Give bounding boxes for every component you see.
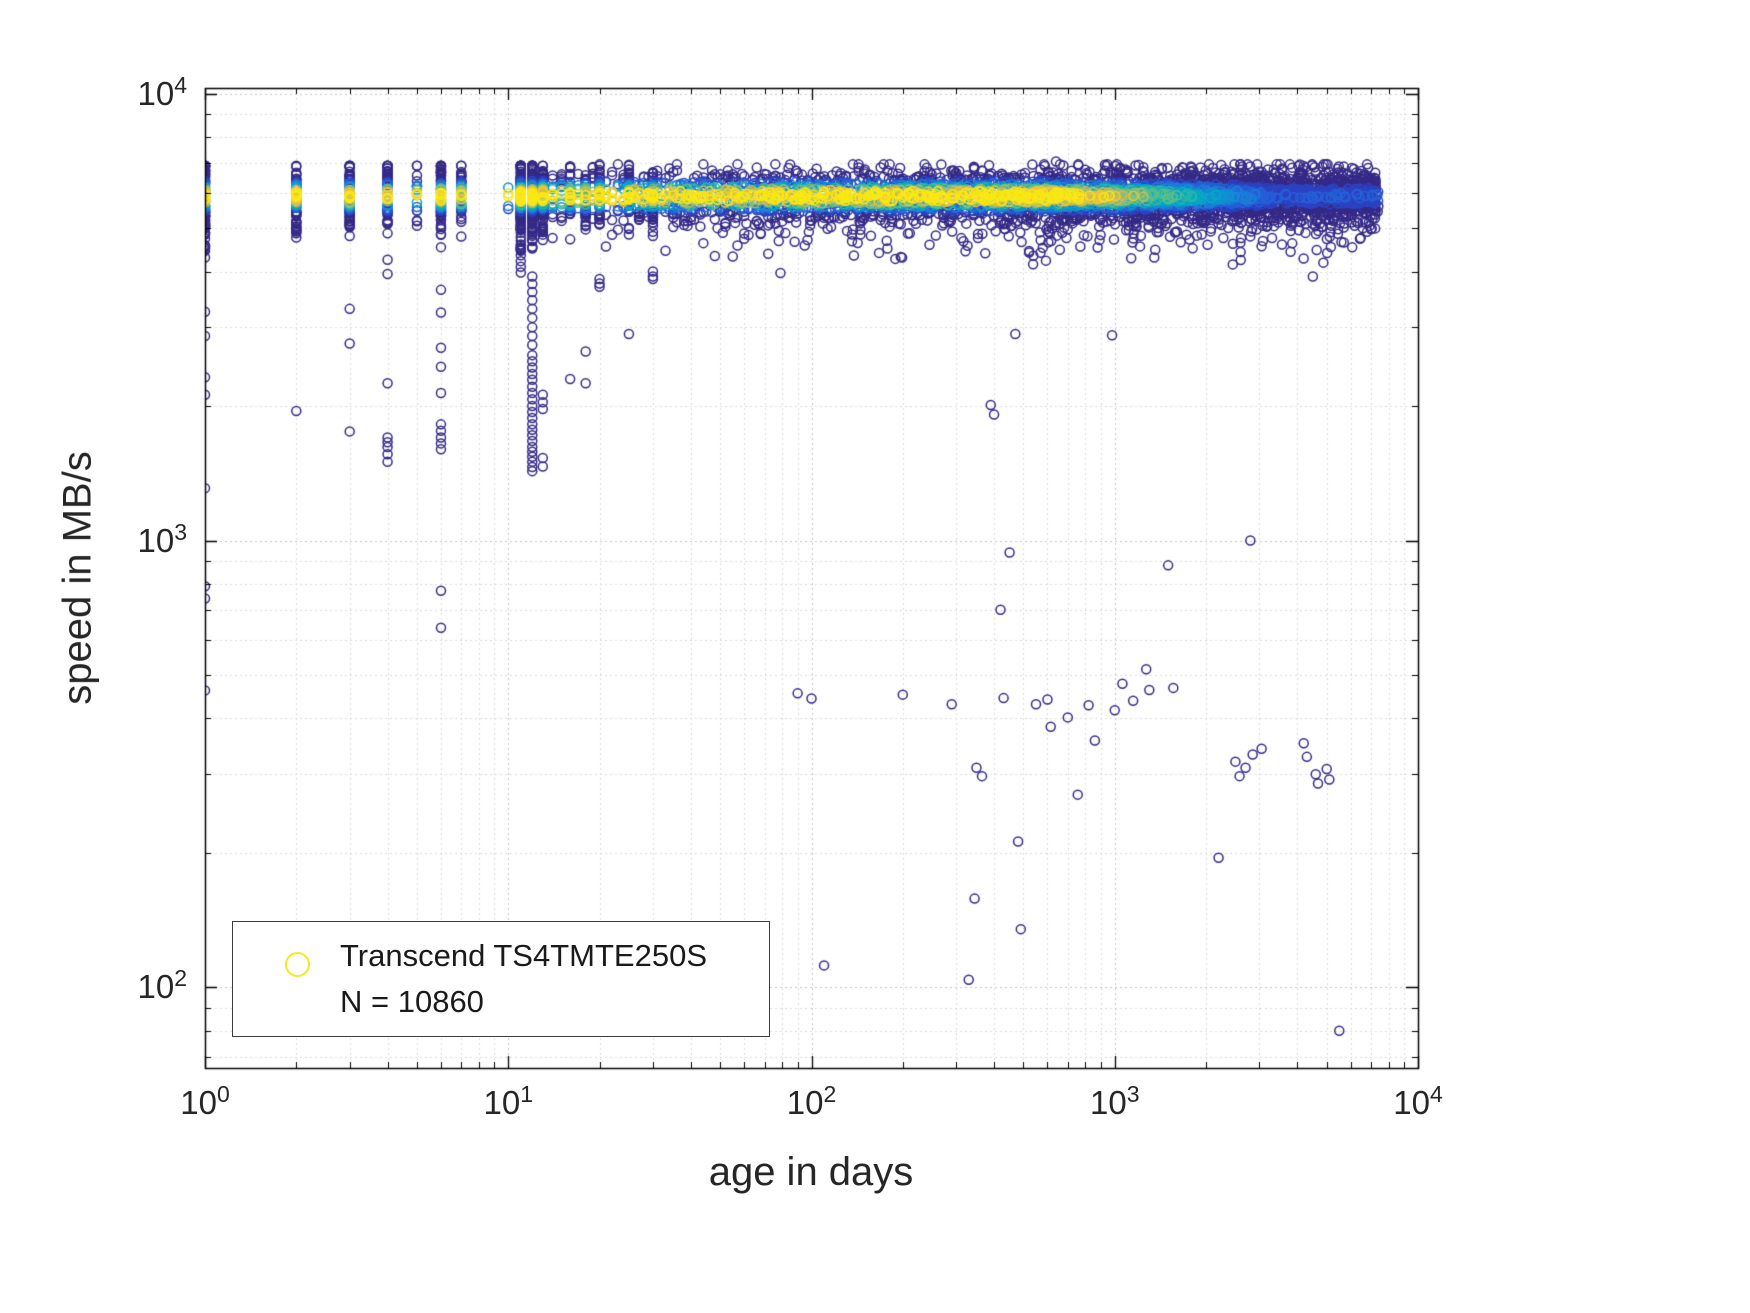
legend-count-label: N = 10860 xyxy=(340,984,484,1019)
x-tick-label: 104 xyxy=(1393,1081,1443,1122)
y-tick-label: 104 xyxy=(137,71,187,112)
x-tick-label: 103 xyxy=(1089,1081,1140,1122)
x-tick-label: 100 xyxy=(180,1081,230,1122)
legend: Transcend TS4TMTE250S N = 10860 xyxy=(232,921,770,1037)
legend-text: Transcend TS4TMTE250S N = 10860 xyxy=(340,933,707,1026)
y-axis-label: speed in MB/s xyxy=(55,451,100,705)
x-tick-label: 101 xyxy=(483,1081,534,1122)
legend-marker-circle-icon xyxy=(285,951,310,977)
y-tick-label: 102 xyxy=(137,965,187,1006)
y-tick-label: 103 xyxy=(137,518,187,559)
x-axis-label: age in days xyxy=(708,1150,914,1194)
x-tick-label: 102 xyxy=(786,1081,837,1122)
legend-series-label: Transcend TS4TMTE250S xyxy=(340,937,707,973)
